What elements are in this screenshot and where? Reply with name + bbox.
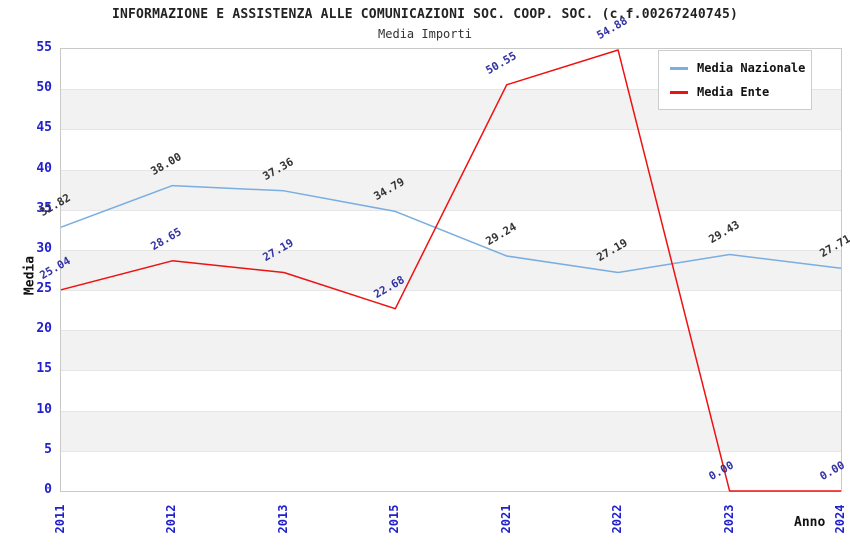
gridline <box>61 169 841 171</box>
y-tick-label: 55 <box>36 40 52 55</box>
series-layer <box>60 49 842 492</box>
y-tick-label: 50 <box>36 80 52 96</box>
y-tick-label: 10 <box>36 401 52 417</box>
gridline <box>61 209 841 211</box>
grid-band <box>61 249 841 291</box>
gridline <box>61 129 841 131</box>
y-tick-label: 15 <box>36 361 52 377</box>
y-tick-label: 25 <box>36 281 52 297</box>
legend-label-media-ente: Media Ente <box>697 85 770 99</box>
gridline <box>61 330 841 332</box>
series-line-media-ente <box>60 49 841 492</box>
x-tick-label: 2015 <box>387 504 402 534</box>
x-tick-label: 2023 <box>721 504 736 534</box>
x-tick-label: 2022 <box>610 504 625 534</box>
legend-item-media-nazionale: Media Nazionale <box>670 61 805 75</box>
y-tick-label: 35 <box>36 200 52 216</box>
gridline <box>61 290 841 292</box>
legend-line-icon-media-nazionale <box>670 66 688 70</box>
legend: Media Nazionale Media Ente <box>658 50 812 110</box>
x-tick-label: 2011 <box>53 504 67 534</box>
chart-subtitle: Media Importi <box>378 27 472 41</box>
x-tick-label: 2012 <box>164 504 179 534</box>
x-tick-label: 2013 <box>275 504 290 534</box>
legend-label-media-nazionale: Media Nazionale <box>697 61 806 75</box>
legend-item-media-ente: Media Ente <box>670 85 800 99</box>
y-tick-label: 5 <box>44 441 52 457</box>
gridline <box>61 89 841 91</box>
gridline <box>61 370 841 372</box>
series-line-media-nazionale <box>60 184 842 274</box>
y-tick-label: 45 <box>36 120 52 136</box>
x-tick-label: 2024 <box>833 504 847 534</box>
gridline <box>61 249 841 251</box>
y-tick-label: 0 <box>44 482 52 497</box>
x-tick-label: 2021 <box>498 504 513 534</box>
y-tick-label: 30 <box>36 240 52 256</box>
plot-area <box>60 48 842 492</box>
gridline <box>61 450 841 452</box>
x-axis-title: Anno <box>794 515 826 530</box>
legend-line-icon-media-ente <box>670 90 688 94</box>
grid-band <box>61 169 841 210</box>
y-tick-label: 40 <box>36 160 52 176</box>
grid-band <box>61 330 841 371</box>
y-tick-label: 20 <box>36 321 52 337</box>
chart-title: INFORMAZIONE E ASSISTENZA ALLE COMUNICAZ… <box>111 7 739 22</box>
gridline <box>61 410 841 412</box>
